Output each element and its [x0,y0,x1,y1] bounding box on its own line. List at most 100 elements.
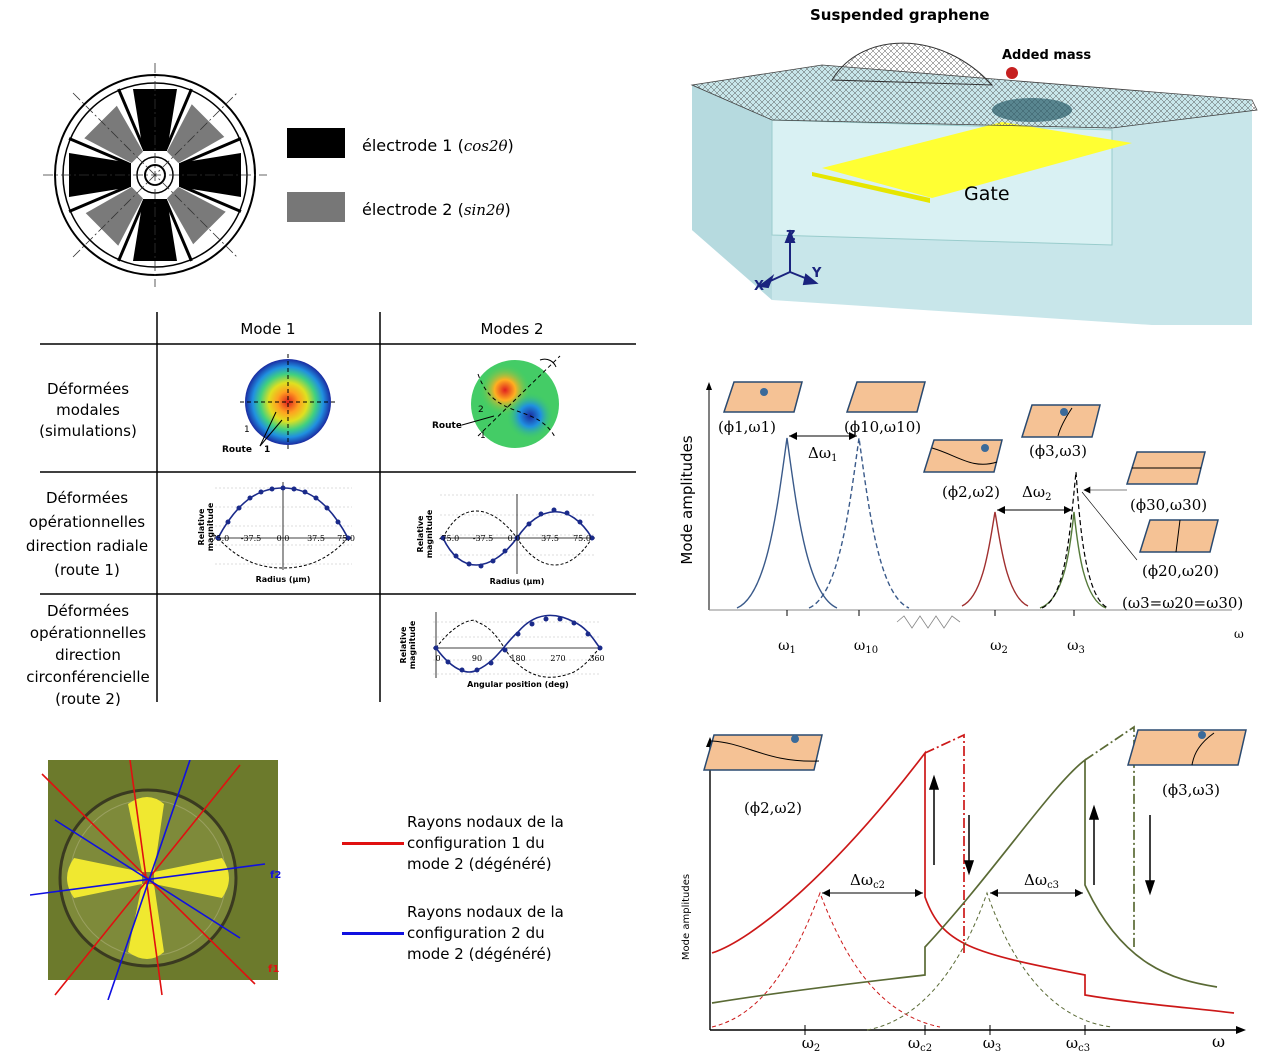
nonlinear-chart: Mode amplitudes ω ω2 ωc2 ω3 ωc3 Δωc2 Δωc… [681,725,1247,1053]
svg-text:ω3: ω3 [1067,638,1085,656]
peak-omega-10 [808,437,910,609]
angular-plot-mode-2: 0 90 180 270 360 Relative magnitude Angu… [399,612,605,689]
mode-amplitude-chart: Mode amplitudes ω ω1 ω10 ω2 ω3 Δω1 Δω2 [678,381,1244,656]
label-phi10-omega10: (ϕ10,ω10) [844,418,921,436]
svg-text:180: 180 [510,654,525,663]
svg-text:0.0: 0.0 [277,534,290,543]
svg-text:magnitude: magnitude [425,509,434,558]
svg-text:Δωc2: Δωc2 [850,871,885,891]
peak-omega-2 [961,511,1029,607]
electrode-1-swatch [287,128,345,158]
label-phi20-omega20: (ϕ20,ω20) [1142,562,1219,580]
electrode-2-label: électrode 2 (sin2θ) [362,200,511,219]
col-header-modes-2: Modes 2 [481,320,544,338]
svg-text:ω2: ω2 [802,1034,821,1053]
svg-text:magnitude: magnitude [206,502,215,551]
svg-text:-75.0: -75.0 [209,534,230,543]
svg-text:ω1: ω1 [778,638,796,656]
svg-text:0.0: 0.0 [508,534,521,543]
added-mass-label: Added mass [1002,48,1091,63]
nodal-rays-photo: f2 f1 [30,760,281,1000]
svg-text:360: 360 [589,654,604,663]
plate-inset-phi3 [1020,404,1101,438]
svg-text:1: 1 [264,445,270,455]
nodal-legend-line-red [342,842,404,845]
label-phi30-omega30: (ϕ30,ω30) [1130,496,1207,514]
nodal-legend-text-blue: Rayons nodaux de la configuration 2 du m… [407,903,564,963]
label-phi1-omega1: (ϕ1,ω1) [718,418,776,436]
plate-inset-phi1 [722,381,803,413]
svg-text:37.5: 37.5 [541,534,559,543]
electrode-2-swatch [287,192,345,222]
svg-text:ωc3: ωc3 [1066,1034,1090,1053]
svg-text:ωc2: ωc2 [908,1034,932,1053]
peak-omega-3 [1039,511,1107,609]
svg-text:Relative: Relative [416,515,425,553]
plate-inset-phi2 [922,439,1003,473]
svg-text:Δω2: Δω2 [1022,483,1051,503]
svg-text:Angular position (deg): Angular position (deg) [467,680,569,689]
f2-label: f2 [270,870,281,881]
nonlinear-inset-phi3 [1127,729,1247,766]
row-header-radial: Déformées opérationnelles direction radi… [25,489,149,579]
label-omega-equality: (ω3=ω20=ω30) [1122,594,1243,612]
svg-text:ω: ω [1234,627,1244,641]
added-mass-dot [1006,67,1018,79]
col-header-mode-1: Mode 1 [240,320,295,338]
axis-x-label: X [754,279,764,294]
axis-y-label: Y [811,266,822,281]
plate-inset-phi20 [1138,519,1219,553]
svg-text:2: 2 [478,405,484,415]
svg-text:-75.0: -75.0 [439,534,460,543]
svg-text:ω3: ω3 [983,1034,1002,1053]
axis-z-label: Z [786,229,795,244]
mode-3-linear [866,891,1113,1031]
svg-text:37.5: 37.5 [307,534,325,543]
gate-label: Gate [964,183,1010,205]
peak-omega-1 [736,437,838,609]
plate-inset-phi10 [845,381,926,413]
label-phi3-omega3: (ϕ3,ω3) [1029,442,1087,460]
svg-text:Δω1: Δω1 [808,444,837,464]
svg-text:-37.5: -37.5 [241,534,262,543]
svg-text:270: 270 [550,654,565,663]
nonlinear-label-phi2: (ϕ2,ω2) [744,799,802,817]
svg-text:magnitude: magnitude [408,620,417,669]
nonlinear-label-phi3: (ϕ3,ω3) [1162,781,1220,799]
nonlinear-ylabel: Mode amplitudes [681,874,692,960]
svg-text:Radius (µm): Radius (µm) [256,575,311,584]
label-phi2-omega2: (ϕ2,ω2) [942,483,1000,501]
mode-3-response [711,758,1218,1004]
mode-2-simulation: 2 Route 1 [432,355,561,448]
mode-amp-x-ticks: ω1 ω10 ω2 ω3 [778,638,1085,656]
svg-text:Route: Route [432,421,462,431]
peak-omega-3-degenerate [1041,471,1109,609]
f1-label: f1 [268,964,279,975]
svg-text:90: 90 [472,654,482,663]
mode-2-linear [711,891,941,1028]
mode-table: Mode 1 Modes 2 1 Route 1 2 Route 1 [40,312,636,702]
svg-text:Relative: Relative [399,626,408,664]
nonlinear-x-ticks: ω2 ωc2 ω3 ωc3 [802,1034,1090,1053]
radial-plot-mode-1: -75.0 -37.5 0.0 37.5 75.0 Relative magni… [197,480,355,584]
nodal-legend-line-blue [342,932,404,935]
svg-text:Route: Route [222,445,252,455]
nodal-rays-config-2 [30,760,266,1000]
svg-text:75.0: 75.0 [337,534,355,543]
svg-text:75.0: 75.0 [573,534,591,543]
electrode-diagram [43,63,267,287]
mode-1-simulation: 1 Route 1 [222,354,336,455]
svg-text:1: 1 [480,431,486,441]
svg-text:ω2: ω2 [990,638,1008,656]
row-header-simulations: Déformées modales (simulations) [39,380,137,440]
svg-text:Radius (µm): Radius (µm) [490,577,545,586]
svg-text:ω10: ω10 [854,638,878,656]
graphene-title: Suspended graphene [810,6,990,24]
svg-text:ω: ω [1212,1032,1225,1051]
nonlinear-inset-phi2 [703,734,823,771]
svg-text:-37.5: -37.5 [473,534,494,543]
graphene-diagram: Suspended graphene Added mass Gate Z Y X [690,6,1258,325]
svg-text:1: 1 [244,425,250,435]
electrode-1-label: électrode 1 (cos2θ) [362,136,514,155]
radial-plot-mode-2: -75.0 -37.5 0.0 37.5 75.0 Relative magni… [416,494,595,586]
